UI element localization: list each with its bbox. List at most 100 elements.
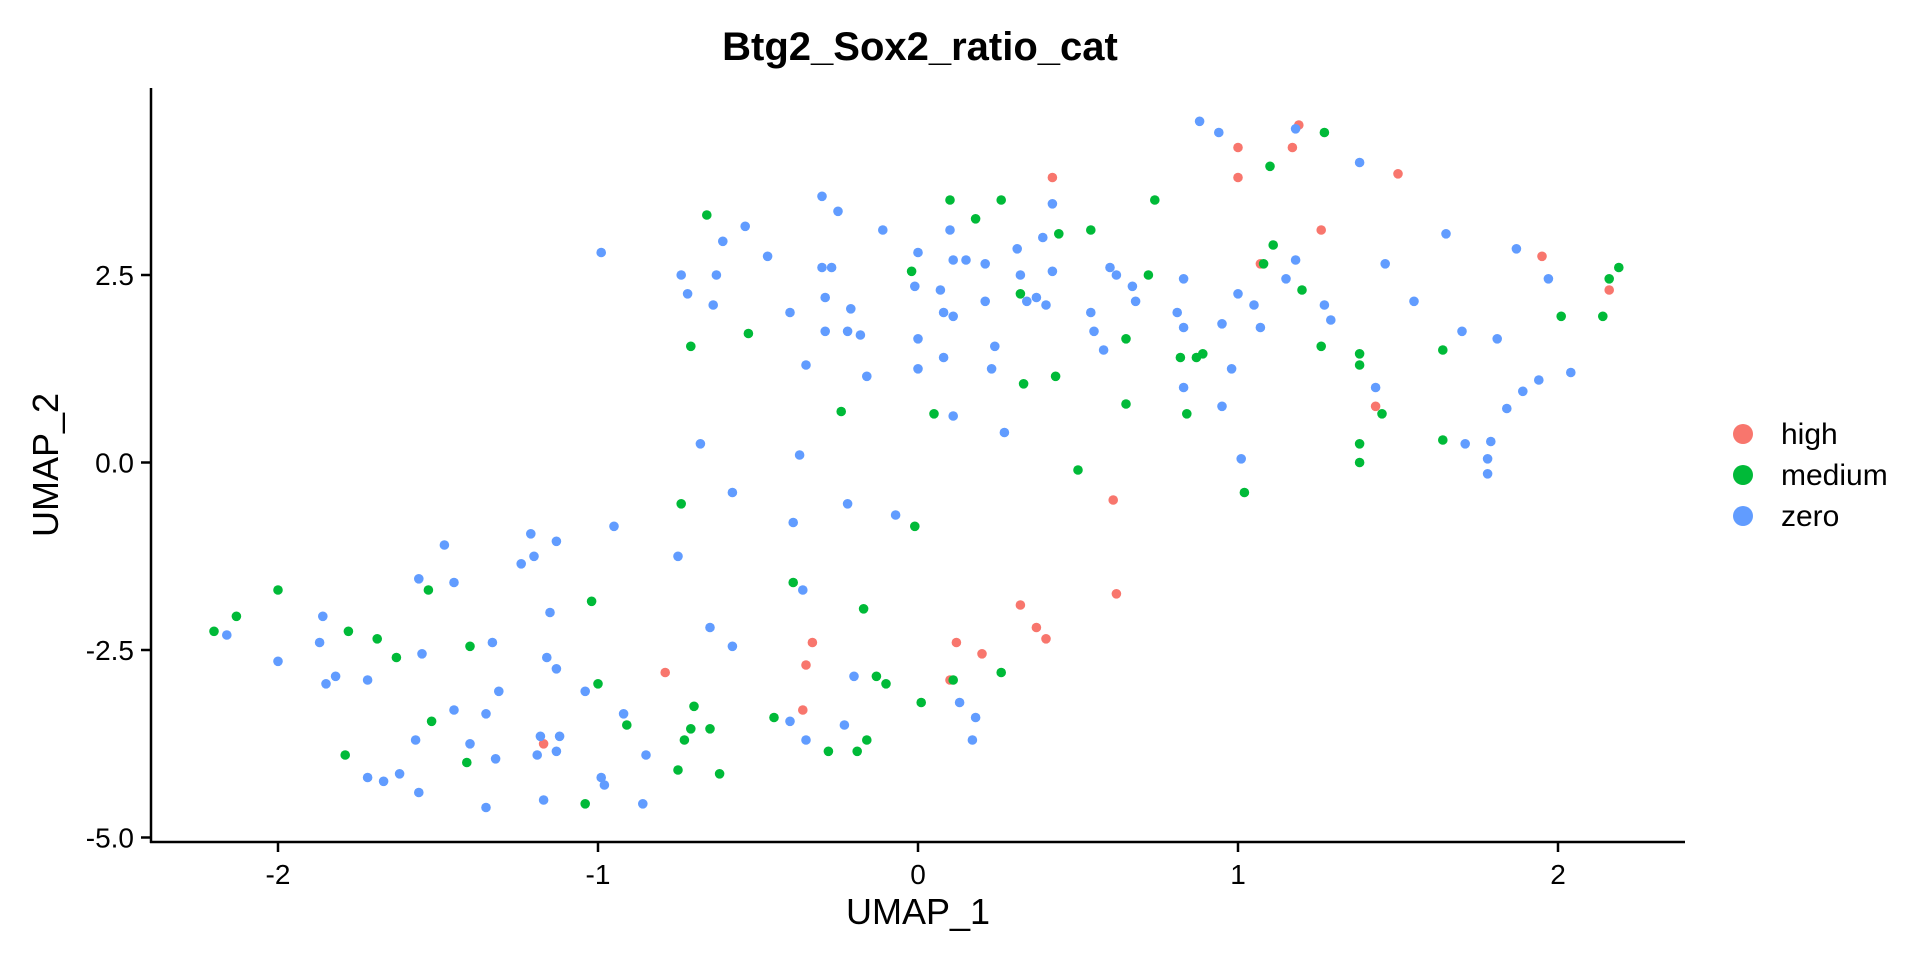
point-zero-77 xyxy=(1178,382,1189,393)
point-zero-74 xyxy=(1482,469,1493,479)
point-zero-64 xyxy=(1492,334,1502,344)
point-medium-73 xyxy=(996,667,1006,678)
point-zero-39 xyxy=(1031,292,1042,303)
point-zero-45 xyxy=(1086,307,1096,318)
point-zero-1 xyxy=(1214,127,1224,138)
point-zero-143 xyxy=(849,671,859,682)
point-zero-57 xyxy=(1319,300,1330,310)
point-medium-38 xyxy=(1354,457,1365,468)
point-medium-46 xyxy=(209,626,219,637)
point-zero-98 xyxy=(551,536,562,547)
point-zero-44 xyxy=(1130,296,1141,307)
legend-label-medium: medium xyxy=(1781,459,1888,492)
point-medium-23 xyxy=(1438,345,1448,355)
point-zero-126 xyxy=(551,746,562,757)
point-medium-14 xyxy=(1604,274,1614,284)
point-high-17 xyxy=(977,649,987,659)
point-zero-72 xyxy=(1482,454,1493,464)
point-medium-1 xyxy=(1265,161,1275,172)
point-zero-20 xyxy=(1105,262,1115,273)
point-zero-102 xyxy=(414,574,424,584)
point-high-14 xyxy=(1031,622,1042,633)
point-zero-59 xyxy=(1370,382,1381,393)
point-zero-43 xyxy=(1127,281,1138,292)
point-high-10 xyxy=(1370,401,1381,412)
point-medium-17 xyxy=(1556,311,1566,322)
point-medium-0 xyxy=(1319,127,1330,138)
point-zero-78 xyxy=(913,334,923,344)
point-high-22 xyxy=(660,667,670,678)
point-medium-52 xyxy=(391,652,402,663)
point-medium-37 xyxy=(1354,439,1365,449)
point-zero-38 xyxy=(1022,296,1032,307)
point-zero-51 xyxy=(1217,319,1227,329)
point-medium-12 xyxy=(1143,270,1154,280)
point-zero-81 xyxy=(990,341,1000,352)
point-medium-13 xyxy=(1614,262,1624,273)
point-medium-28 xyxy=(1354,360,1365,370)
point-medium-48 xyxy=(273,585,283,595)
point-medium-47 xyxy=(231,611,242,622)
point-zero-66 xyxy=(1543,274,1554,284)
point-high-15 xyxy=(1041,634,1051,644)
point-zero-21 xyxy=(1015,270,1026,280)
point-high-5 xyxy=(1393,169,1403,179)
point-zero-104 xyxy=(318,611,328,622)
point-medium-7 xyxy=(1086,225,1096,235)
point-zero-62 xyxy=(1441,229,1451,239)
point-zero-22 xyxy=(817,262,827,273)
point-medium-66 xyxy=(823,746,834,757)
point-high-0 xyxy=(1233,142,1243,153)
point-zero-41 xyxy=(980,296,990,307)
point-zero-109 xyxy=(330,671,341,682)
point-zero-13 xyxy=(913,247,923,258)
point-high-4 xyxy=(1316,225,1326,235)
point-medium-59 xyxy=(689,701,699,712)
point-medium-36 xyxy=(1438,435,1448,445)
point-high-20 xyxy=(801,660,811,670)
x-tick-label: 0 xyxy=(910,859,926,890)
point-zero-85 xyxy=(862,371,872,382)
point-zero-144 xyxy=(954,697,965,708)
point-zero-14 xyxy=(762,251,773,262)
point-zero-108 xyxy=(321,679,331,689)
legend-key-high xyxy=(1733,424,1753,444)
point-zero-139 xyxy=(727,641,738,652)
point-zero-131 xyxy=(394,769,405,779)
points-layer xyxy=(209,116,1624,813)
point-medium-63 xyxy=(673,765,683,775)
point-medium-11 xyxy=(906,266,917,277)
point-zero-96 xyxy=(798,585,808,595)
point-zero-133 xyxy=(481,802,491,813)
point-medium-31 xyxy=(1121,399,1131,409)
point-high-9 xyxy=(1604,285,1614,295)
point-high-13 xyxy=(1015,600,1026,610)
point-zero-58 xyxy=(1326,315,1336,325)
point-medium-3 xyxy=(996,195,1006,205)
point-medium-68 xyxy=(862,735,872,745)
point-medium-45 xyxy=(858,604,869,614)
point-zero-8 xyxy=(1047,199,1058,209)
point-zero-128 xyxy=(641,750,651,760)
point-medium-74 xyxy=(580,799,590,809)
x-tick-label: 2 xyxy=(1550,859,1566,890)
point-zero-35 xyxy=(935,285,946,295)
point-zero-60 xyxy=(1380,259,1390,269)
point-zero-18 xyxy=(980,259,990,269)
point-zero-34 xyxy=(910,281,920,292)
x-tick-label: -1 xyxy=(586,859,611,890)
point-zero-36 xyxy=(938,307,949,318)
y-tick-label: -5.0 xyxy=(86,823,134,854)
point-zero-90 xyxy=(727,487,738,498)
point-zero-6 xyxy=(740,221,750,232)
chart-title: Btg2_Sox2_ratio_cat xyxy=(722,25,1118,69)
legend-key-zero xyxy=(1733,506,1753,526)
point-zero-52 xyxy=(1233,289,1243,299)
point-zero-23 xyxy=(826,262,837,273)
point-zero-136 xyxy=(599,780,610,790)
point-medium-50 xyxy=(343,626,354,637)
point-zero-84 xyxy=(999,427,1010,438)
point-medium-53 xyxy=(465,641,475,652)
point-zero-87 xyxy=(794,450,805,460)
point-zero-30 xyxy=(846,304,856,314)
